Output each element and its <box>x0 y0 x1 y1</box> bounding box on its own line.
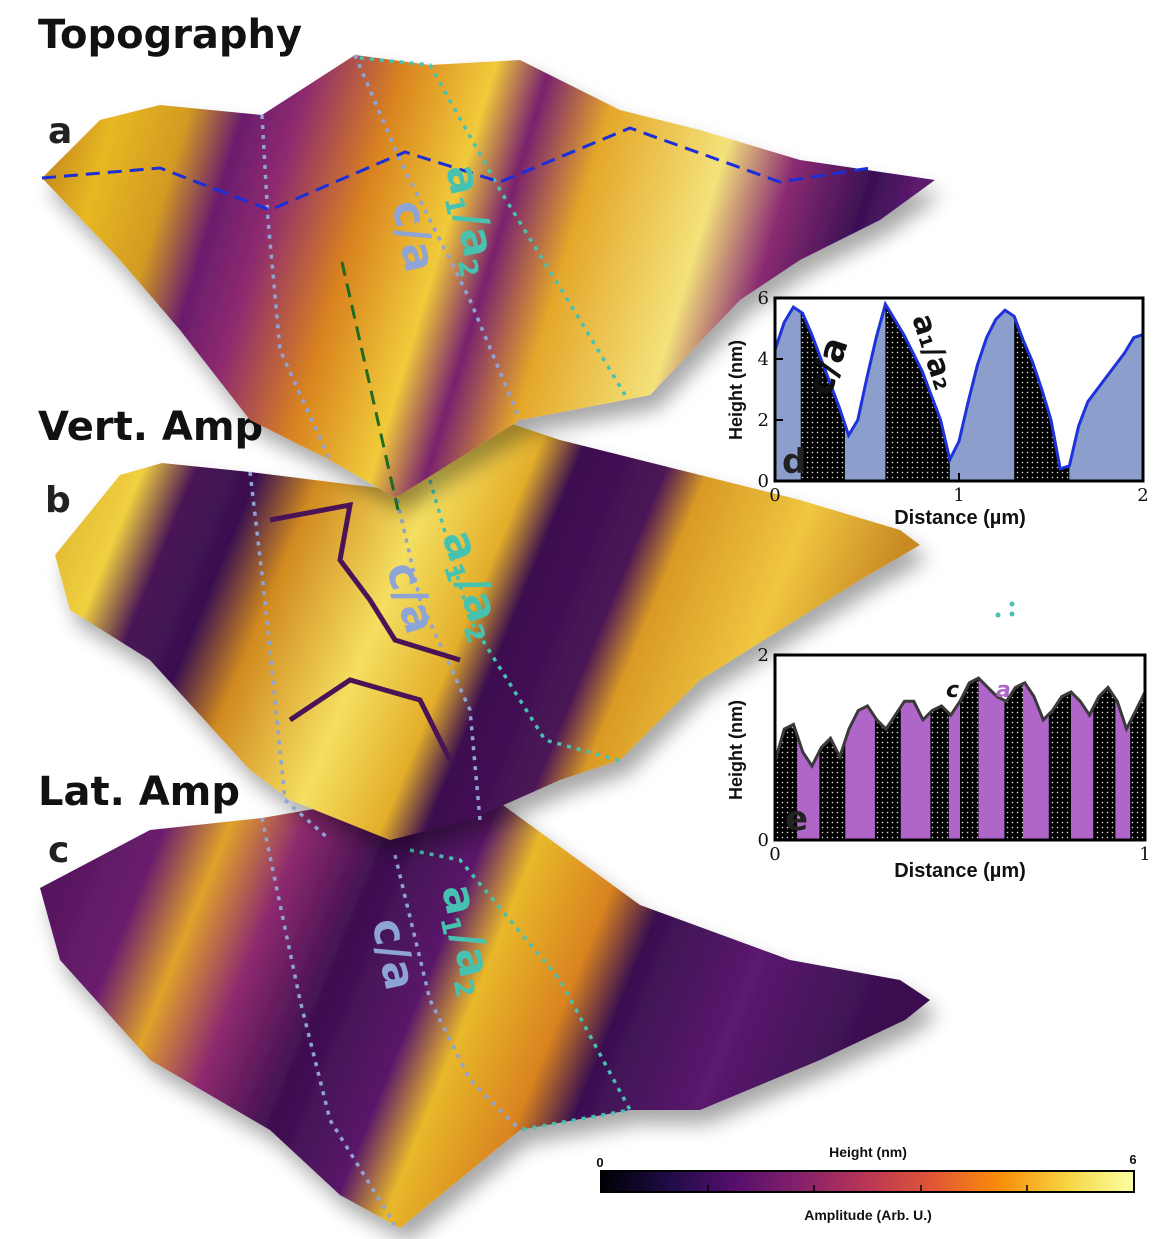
a1a2-sub1: 1 <box>434 914 467 938</box>
chart-e-band-5 <box>1004 678 1023 840</box>
purple-wave-b <box>269 501 461 762</box>
chart-d-ylabel: Height (nm) <box>726 340 746 440</box>
chart-e-band-4 <box>960 678 979 840</box>
chart-d-ytick-label-2: 4 <box>758 349 769 370</box>
domain-border-a2 <box>353 54 522 421</box>
panel-label-b: b <box>45 480 71 521</box>
chart-d-ytick-label-1: 2 <box>758 410 769 431</box>
panel-label-c: c <box>48 830 69 871</box>
chart-d-line <box>773 300 1144 471</box>
a1a2-sub1: 1 <box>438 194 471 218</box>
colorbar-max-label: 6 <box>1129 1152 1136 1167</box>
domain-border-c2 <box>393 854 522 1132</box>
chart-e-plot: 0 1 0 2 <box>758 645 1151 865</box>
chart-e-panel-label: e <box>785 799 808 839</box>
surface-lat-amp: c Lat. Amp c/a a1/a2 <box>38 769 930 1228</box>
chart-e-ylabel: Height (nm) <box>726 700 746 800</box>
profile-line-blue <box>41 126 871 212</box>
chart-e-frame <box>773 653 1147 842</box>
panel-label-a: a <box>48 111 72 152</box>
a1a2-mid: /a <box>441 926 500 981</box>
chart-d-xtick-label-2: 2 <box>1137 485 1148 506</box>
colorbar-bar <box>600 1170 1135 1193</box>
title-topography: Topography <box>38 12 302 58</box>
domain-border-c3 <box>409 848 633 1132</box>
chart-e-band-7 <box>1093 678 1116 840</box>
domain-border-a1 <box>260 114 332 461</box>
chart-e-ytick-label-0: 0 <box>758 830 769 851</box>
teal-dot-1 <box>995 612 1001 618</box>
a1a2-mid: /a <box>445 206 504 261</box>
chart-e-xtick-label-1: 1 <box>1139 844 1150 865</box>
chart-e-annot-a: a <box>996 678 1011 703</box>
colorbar-min-label: 0 <box>596 1155 603 1170</box>
chart-e-band-3 <box>930 678 949 840</box>
teal-dot-2 <box>1009 601 1015 607</box>
chart-d-ytick-label-3: 6 <box>758 288 769 309</box>
chart-d-ytick-label-0: 0 <box>758 471 769 492</box>
colorbar: Height (nm) 0 6 Amplitude (Arb. U.) <box>596 1144 1136 1223</box>
teal-dot-3 <box>1009 611 1015 617</box>
a1a2-sub2: 2 <box>447 976 480 1000</box>
chart-d-panel-label: d <box>782 442 806 482</box>
profile-line-green <box>340 261 400 511</box>
domain-border-a3 <box>359 56 627 396</box>
chart-d-frame <box>773 296 1145 483</box>
title-vert-amp: Vert. Amp <box>38 404 263 450</box>
chart-e-xtick-label-0: 0 <box>769 844 780 865</box>
chart-e-annot-c: c <box>946 678 959 703</box>
chart-e-ytick-label-1: 2 <box>758 645 769 666</box>
colorbar-top-label: Height (nm) <box>829 1144 907 1160</box>
title-lat-amp: Lat. Amp <box>38 769 240 815</box>
chart-d-xtick-label-1: 1 <box>953 485 964 506</box>
chart-d-xtick-label-0: 0 <box>769 485 780 506</box>
surface-b <box>55 420 920 840</box>
surface-vert-amp: b Vert. Amp c/a a1/a2 <box>38 404 920 842</box>
chart-e-band-6 <box>1048 678 1071 840</box>
colorbar-bottom-label: Amplitude (Arb. U.) <box>804 1207 932 1223</box>
chart-e: 0 1 0 2 e c a Distance (µm) Height (nm) <box>726 645 1151 882</box>
chart-e-line <box>773 676 1147 769</box>
a1a2-sub2: 2 <box>451 256 484 280</box>
surface-c <box>40 792 930 1228</box>
chart-e-xlabel: Distance (µm) <box>894 860 1026 882</box>
chart-e-band-8 <box>1130 678 1145 840</box>
domain-border-b3 <box>428 479 626 764</box>
chart-d-xlabel: Distance (µm) <box>894 507 1026 529</box>
domain-border-c1 <box>260 817 397 1226</box>
surface-topography: a Topography c/a a1/a2 <box>38 12 935 511</box>
